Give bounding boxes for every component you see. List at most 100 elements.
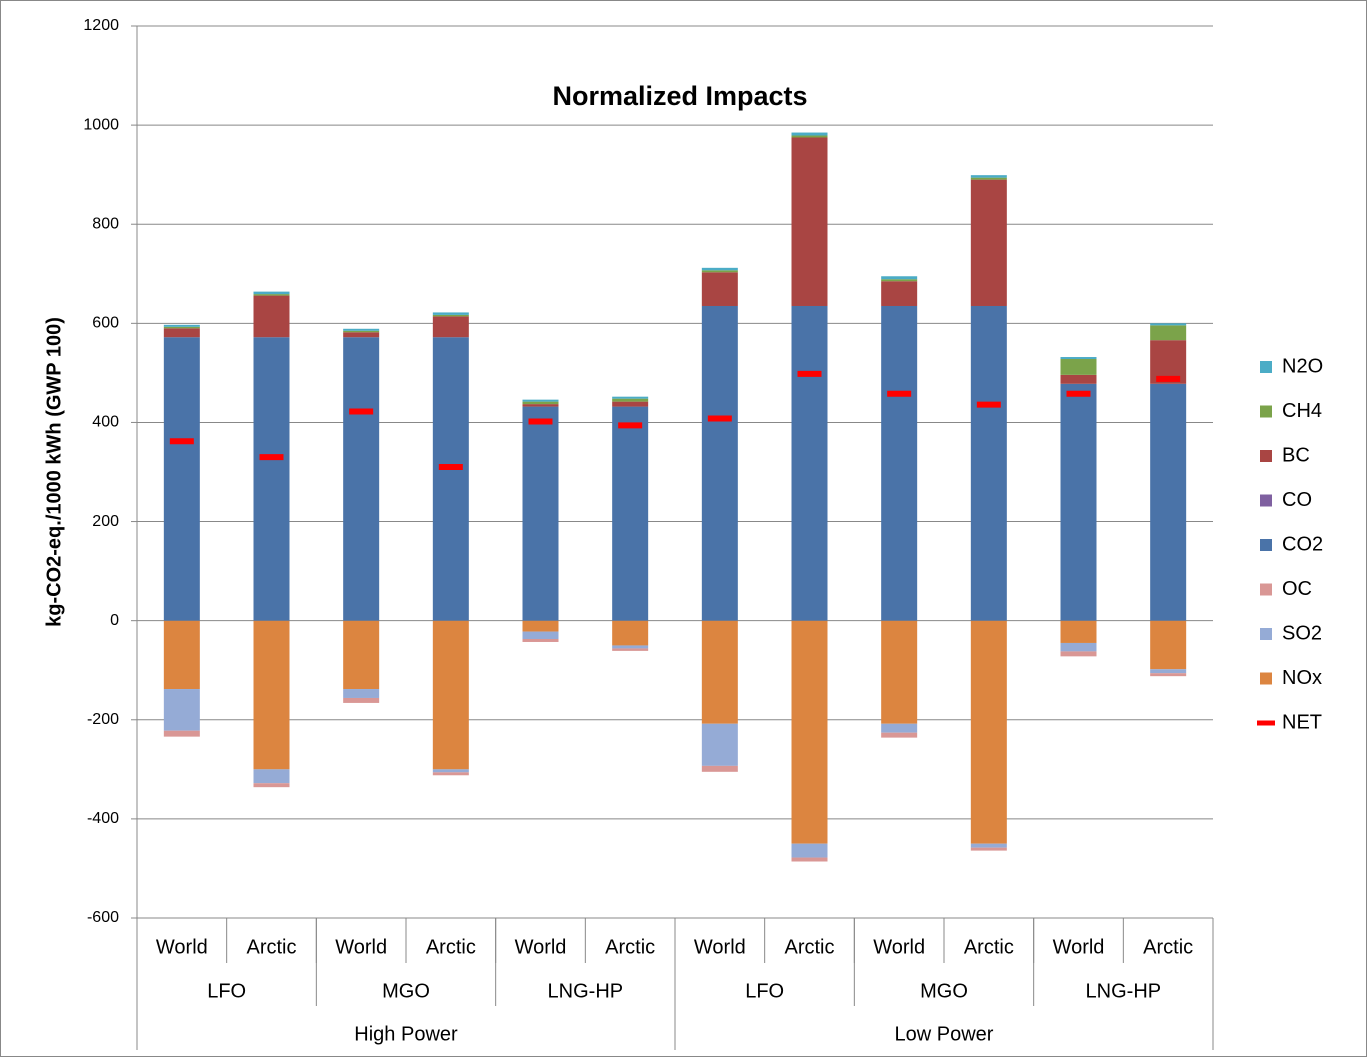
bar-segment — [701, 723, 738, 766]
legend-swatch — [1260, 494, 1272, 507]
bar-segment — [791, 132, 828, 136]
bar-segment — [432, 312, 469, 315]
legend-label: CO — [1282, 489, 1312, 511]
bar-segment — [522, 406, 559, 621]
legend-swatch — [1260, 583, 1272, 596]
bar-segment — [343, 330, 380, 333]
bar-segment — [253, 294, 290, 296]
bar-segment — [253, 337, 290, 621]
y-tick-label: 1200 — [83, 17, 119, 34]
category-group-label: High Power — [354, 1023, 458, 1045]
bar-segment — [791, 843, 828, 858]
bar-segment — [1060, 651, 1097, 657]
bar-segment — [612, 645, 649, 649]
bar-segment — [791, 305, 828, 621]
bar-segment — [163, 689, 200, 731]
category-group-label: MGO — [382, 980, 430, 1002]
bar-segment — [791, 620, 828, 844]
bar-segment — [881, 305, 918, 621]
legend-swatch — [1260, 628, 1272, 640]
y-axis-label: kg-CO2-eq./1000 kWh (GWP 100) — [43, 317, 65, 627]
bar-segment — [522, 404, 559, 407]
x-tick-label: World — [694, 936, 746, 958]
bar-segment — [343, 620, 380, 690]
bar-segment — [1060, 374, 1097, 384]
x-tick-label: Arctic — [426, 936, 476, 958]
legend-label: NOx — [1282, 667, 1322, 689]
bar-segment — [163, 730, 200, 737]
bar-segment — [970, 847, 1007, 851]
bar-segment — [701, 620, 738, 724]
bar-segment — [432, 769, 469, 773]
bar-segment — [1150, 323, 1187, 326]
bar-segment — [163, 337, 200, 621]
x-tick-label: Arctic — [964, 936, 1014, 958]
bar-segment — [1060, 620, 1097, 643]
x-tick-label: World — [873, 936, 925, 958]
y-tick-label: 600 — [92, 315, 119, 332]
bar-segment — [612, 396, 649, 399]
bar-segment — [1150, 620, 1187, 670]
bar-segment — [970, 620, 1007, 844]
bar-segment — [970, 305, 1007, 621]
bar-segment — [343, 689, 380, 698]
category-group-label: LFO — [207, 980, 246, 1002]
legend-swatch — [1260, 361, 1272, 373]
bar-segment — [701, 270, 738, 273]
bar-segment — [432, 337, 469, 621]
y-tick-label: 1000 — [83, 116, 119, 133]
bar-segment — [1060, 642, 1097, 652]
legend-swatch — [1260, 450, 1272, 462]
bar-segment — [881, 732, 918, 738]
bar-segment — [791, 137, 828, 306]
bar-segment — [522, 639, 559, 642]
x-tick-label: Arctic — [247, 936, 297, 958]
bar-segment — [791, 857, 828, 862]
bar-segment — [253, 620, 290, 770]
category-group-label: LNG-HP — [548, 980, 624, 1002]
bar-segment — [1150, 669, 1187, 674]
category-group-label: LNG-HP — [1086, 980, 1162, 1002]
bar-segment — [253, 291, 290, 295]
bar-segment — [163, 620, 200, 690]
bar-segment — [701, 272, 738, 306]
bar-segment — [432, 620, 469, 770]
bar-segment — [881, 279, 918, 282]
bar-segment — [612, 648, 649, 651]
bar-segment — [343, 328, 380, 331]
bar-segment — [612, 401, 649, 407]
bar-segment — [612, 406, 649, 621]
bar-segment — [432, 772, 469, 776]
x-tick-label: Arctic — [605, 936, 655, 958]
bar-segment — [253, 295, 290, 338]
bar-segment — [701, 765, 738, 772]
bar-segment — [881, 276, 918, 280]
bar-segment — [1060, 357, 1097, 360]
bar-segment — [522, 399, 559, 402]
bar-segment — [343, 337, 380, 621]
legend-swatch — [1260, 405, 1272, 418]
bar-segment — [612, 398, 649, 402]
category-group-label: LFO — [745, 980, 784, 1002]
legend-label: CH4 — [1282, 400, 1322, 422]
bar-segment — [612, 620, 649, 646]
bar-segment — [163, 328, 200, 338]
bar-segment — [1150, 383, 1187, 621]
y-tick-label: 200 — [92, 513, 119, 530]
y-tick-label: -400 — [87, 810, 119, 827]
x-tick-label: Arctic — [785, 936, 835, 958]
x-tick-label: World — [156, 936, 208, 958]
x-tick-label: World — [1053, 936, 1105, 958]
bar-segment — [1150, 673, 1187, 677]
bar-segment — [970, 843, 1007, 848]
bar-segment — [1060, 359, 1097, 375]
y-tick-label: 800 — [92, 215, 119, 232]
bar-segment — [881, 620, 918, 724]
bar-segment — [163, 324, 200, 327]
bar-segment — [522, 631, 559, 640]
bar-segment — [163, 326, 200, 329]
x-tick-label: World — [335, 936, 387, 958]
legend-label: OC — [1282, 578, 1312, 600]
